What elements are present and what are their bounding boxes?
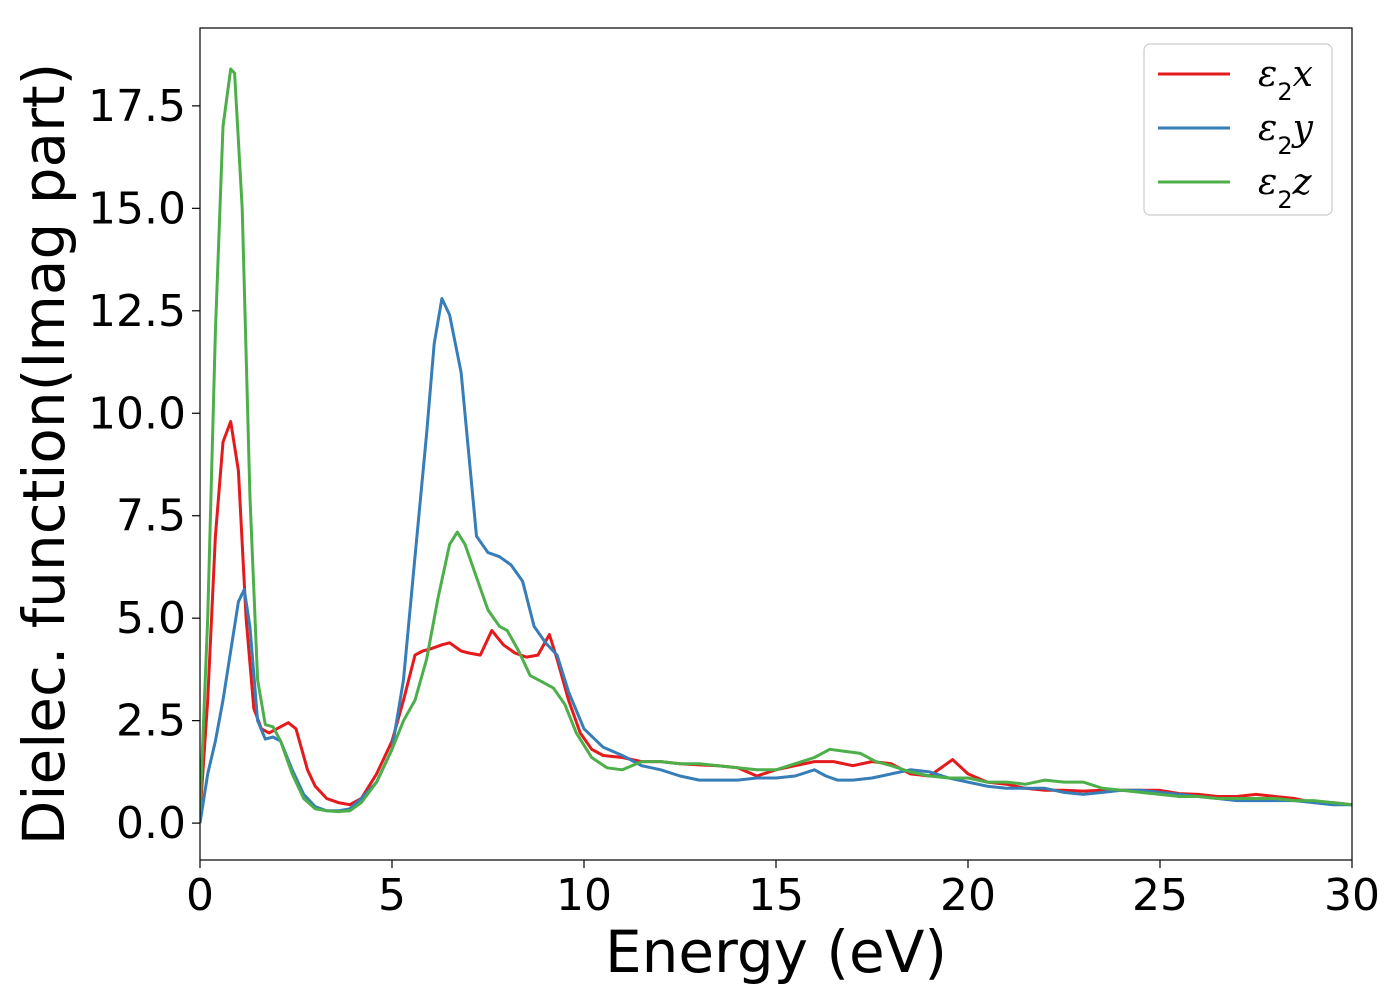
series-line-x [200,420,1352,816]
y-axis-ticks: 0.0 2.5 5.0 7.5 10.0 12.5 15.0 17.5 [88,81,200,849]
legend-box [1143,43,1333,216]
y-tick-label: 5.0 [116,593,186,644]
x-tick-label: 5 [378,870,406,921]
y-tick-label: 12.5 [88,286,186,337]
y-tick-label: 7.5 [116,491,186,542]
x-tick-label: 25 [1132,870,1188,921]
x-axis-label: Energy (eV) [605,918,947,986]
y-tick-label: 17.5 [88,81,186,132]
series-layer [200,67,1352,824]
x-tick-label: 20 [940,870,996,921]
legend-label-z: ε2z [1258,162,1313,214]
x-axis-ticks: 0 5 10 15 20 25 30 [186,860,1380,921]
y-tick-label: 15.0 [88,183,186,234]
y-tick-label: 0.0 [116,798,186,849]
x-tick-label: 10 [556,870,612,921]
x-tick-label: 30 [1324,870,1380,921]
legend-label-y: ε2y [1258,108,1314,160]
y-axis-label: Dielec. function(Imag part) [10,63,78,846]
x-tick-label: 15 [748,870,804,921]
series-line-y [200,297,1352,824]
series-line-z [200,67,1352,814]
x-tick-label: 0 [186,870,214,921]
y-tick-label: 10.0 [88,388,186,439]
legend-label-x: ε2x [1258,54,1313,106]
y-tick-label: 2.5 [116,696,186,747]
